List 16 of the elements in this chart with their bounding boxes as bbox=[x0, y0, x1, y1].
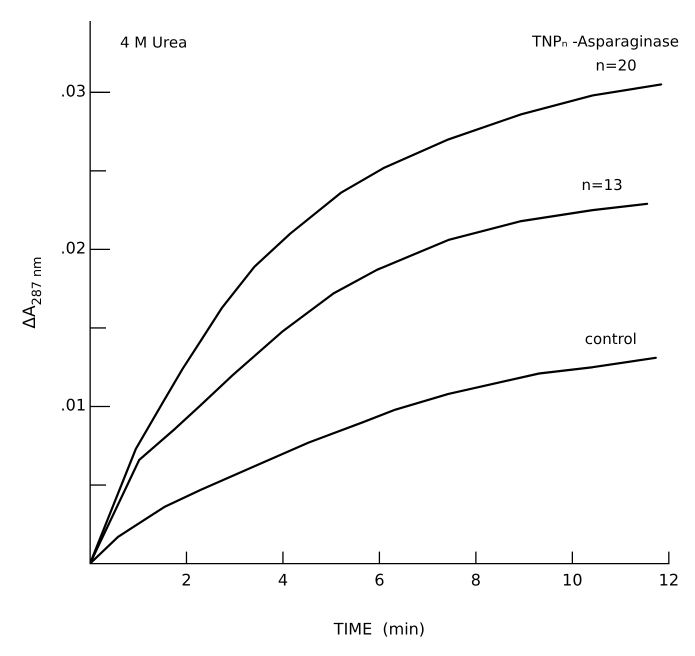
x-axis-title: TIME (min) bbox=[332, 620, 426, 639]
series-label: n=13 bbox=[582, 176, 623, 194]
legend-title: TNPₙ -Asparaginase bbox=[531, 32, 680, 50]
y-tick-label: .02 bbox=[60, 238, 86, 258]
y-axis-title: ΔA287 nm bbox=[20, 256, 45, 329]
x-tick-label: 4 bbox=[278, 570, 288, 590]
x-tick-label: 8 bbox=[470, 570, 481, 590]
y-tick-label: .03 bbox=[60, 81, 86, 100]
series-label: n=20 bbox=[596, 56, 637, 74]
x-tick-label: 2 bbox=[181, 570, 192, 590]
series-label: control bbox=[584, 330, 637, 348]
y-tick-label: .01 bbox=[60, 396, 86, 415]
annotation: 4 M Urea bbox=[120, 34, 188, 52]
x-tick-label: 6 bbox=[374, 570, 385, 590]
x-tick-label: 12 bbox=[658, 570, 679, 590]
x-tick-label: 10 bbox=[562, 570, 583, 590]
